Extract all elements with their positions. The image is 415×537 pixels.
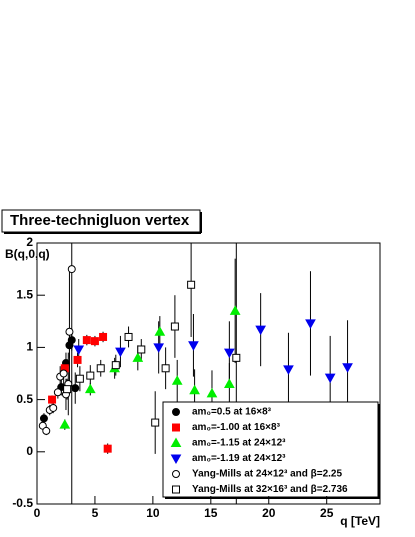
marker bbox=[172, 470, 180, 478]
marker bbox=[86, 371, 95, 380]
marker bbox=[153, 343, 165, 353]
marker bbox=[65, 327, 74, 336]
marker bbox=[229, 305, 241, 315]
legend-label: Yang-Mills at 24×12³ and β=2.25 bbox=[192, 469, 342, 480]
marker bbox=[124, 332, 133, 341]
y-axis-label: B(q,0,q) bbox=[5, 247, 50, 261]
x-axis-label: q [TeV] bbox=[340, 514, 380, 528]
marker bbox=[206, 387, 218, 398]
y-tick-label: 0.5 bbox=[16, 392, 33, 406]
legend-label: am₀=-1.00 at 16×8³ bbox=[192, 422, 281, 433]
marker bbox=[170, 437, 182, 447]
x-tick-label: 25 bbox=[320, 506, 334, 520]
marker bbox=[75, 374, 84, 383]
legend-label: am₀=-1.19 at 24×12³ bbox=[192, 453, 286, 464]
marker bbox=[49, 403, 58, 412]
plot-area bbox=[38, 243, 353, 504]
marker bbox=[172, 423, 180, 432]
marker bbox=[73, 345, 85, 356]
marker bbox=[170, 454, 182, 465]
marker bbox=[73, 355, 82, 364]
marker bbox=[39, 414, 48, 423]
marker bbox=[188, 341, 199, 351]
x-tick-label: 5 bbox=[92, 506, 99, 520]
x-tick-label: 0 bbox=[34, 506, 41, 520]
marker bbox=[103, 444, 112, 453]
marker bbox=[67, 265, 76, 274]
y-tick-label: 0 bbox=[26, 444, 33, 458]
y-tick-label: 2 bbox=[26, 235, 33, 249]
marker bbox=[154, 326, 166, 336]
marker bbox=[42, 426, 51, 435]
marker bbox=[189, 384, 200, 395]
x-tick-label: 15 bbox=[204, 506, 218, 520]
marker bbox=[172, 408, 180, 416]
marker bbox=[90, 337, 99, 346]
marker bbox=[305, 319, 316, 329]
marker bbox=[96, 364, 105, 373]
marker bbox=[187, 280, 196, 289]
marker bbox=[255, 325, 267, 336]
marker bbox=[82, 336, 91, 345]
x-tick-label: 20 bbox=[262, 506, 276, 520]
marker bbox=[115, 347, 126, 358]
y-tick-label: 1.5 bbox=[16, 287, 33, 301]
marker bbox=[84, 383, 96, 394]
marker bbox=[53, 388, 62, 397]
marker bbox=[161, 364, 170, 373]
marker bbox=[224, 378, 235, 388]
marker bbox=[172, 485, 180, 494]
marker bbox=[67, 336, 76, 345]
marker bbox=[151, 418, 160, 427]
x-tick-label: 10 bbox=[146, 506, 160, 520]
legend-label: am₀=0.5 at 16×8³ bbox=[192, 407, 272, 418]
legend-box bbox=[162, 401, 379, 498]
marker bbox=[224, 348, 235, 359]
marker bbox=[132, 352, 144, 362]
marker bbox=[71, 384, 80, 393]
marker bbox=[283, 365, 294, 375]
marker bbox=[111, 361, 120, 370]
legend-label: Yang-Mills at 32×16³ and β=2.736 bbox=[192, 484, 348, 495]
y-tick-label: 1 bbox=[26, 340, 33, 354]
marker bbox=[48, 395, 57, 404]
marker bbox=[63, 385, 72, 394]
marker bbox=[170, 322, 179, 331]
marker bbox=[324, 373, 336, 384]
y-tick-label: -0.5 bbox=[12, 496, 33, 510]
marker bbox=[59, 369, 68, 378]
marker bbox=[171, 375, 183, 385]
chart-title: Three-technigluon vertex bbox=[10, 212, 190, 229]
marker bbox=[342, 363, 353, 373]
legend: am₀=0.5 at 16×8³ am₀=-1.00 at 16×8³ am₀=-1… bbox=[170, 407, 348, 495]
marker bbox=[59, 419, 71, 429]
marker bbox=[99, 332, 108, 341]
legend-label: am₀=-1.15 at 24×12³ bbox=[192, 438, 286, 449]
plot-frame bbox=[36, 242, 381, 505]
marker bbox=[137, 345, 146, 354]
marker bbox=[232, 353, 241, 362]
